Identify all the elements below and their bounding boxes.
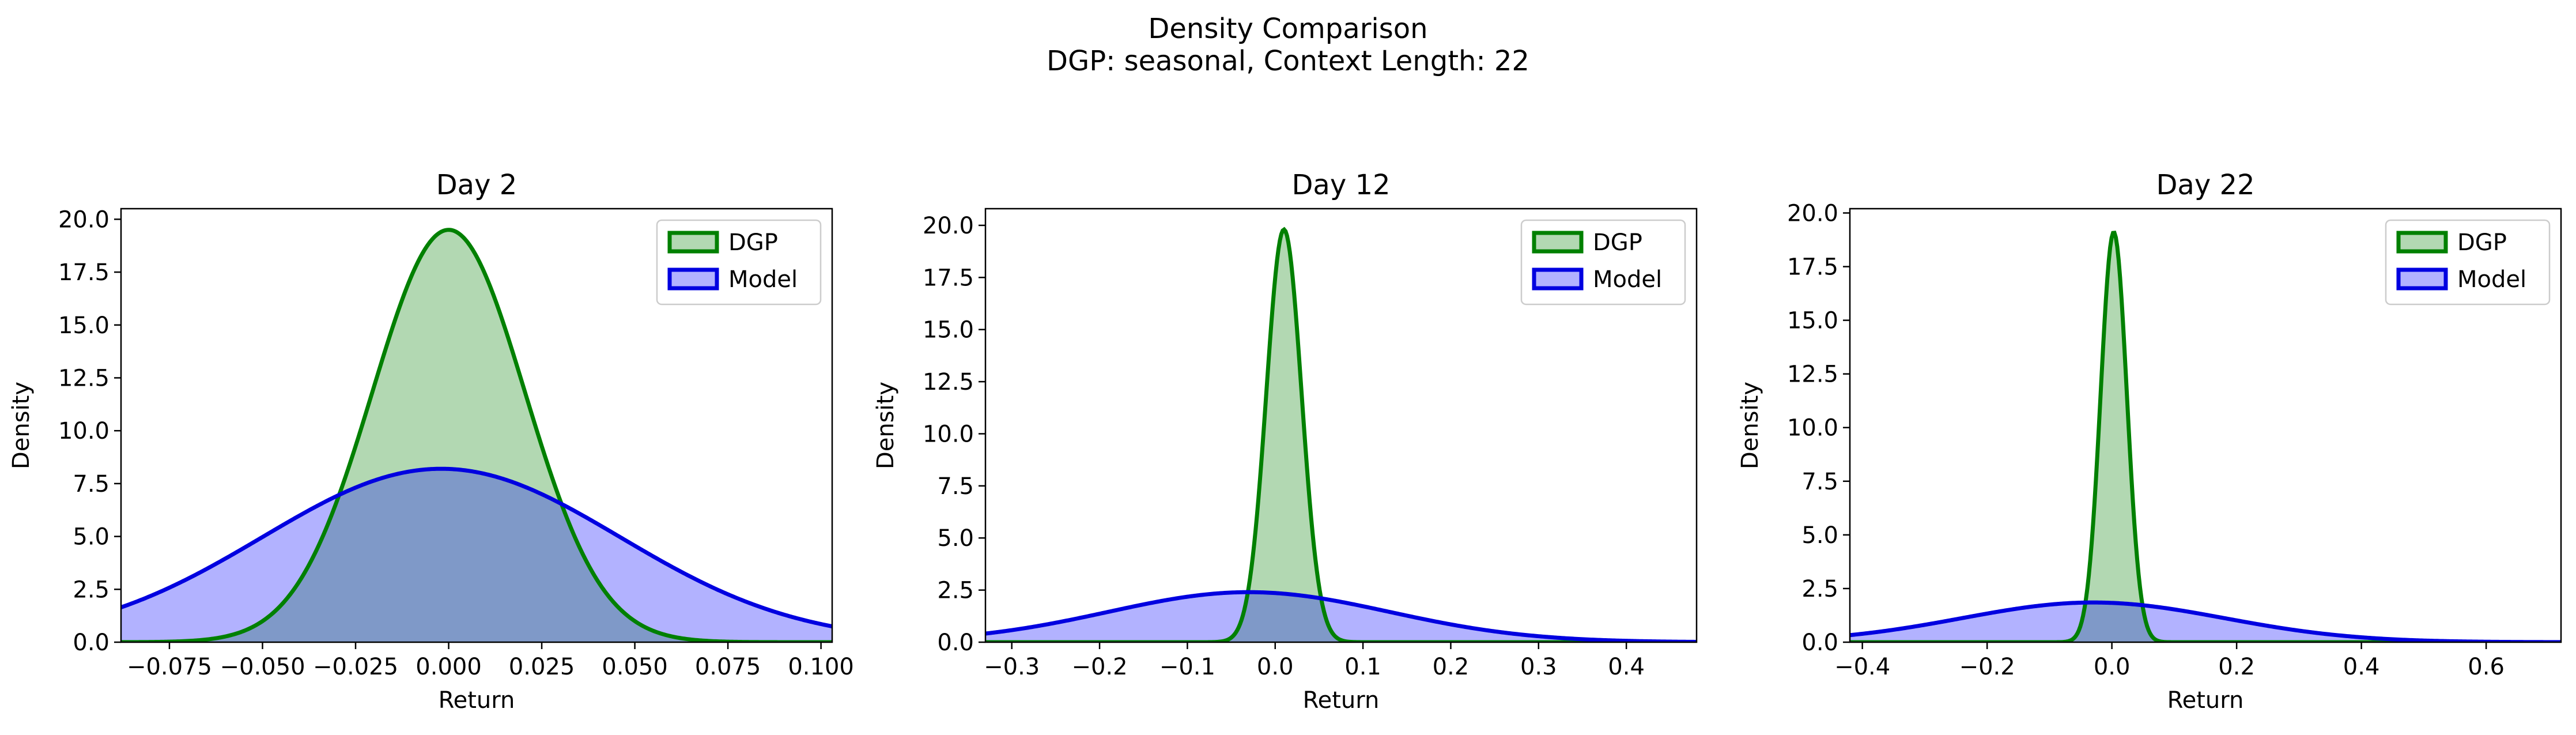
x-tick-label: 0.000 bbox=[416, 654, 482, 680]
y-tick-label: 7.5 bbox=[73, 471, 109, 497]
dgp-density-line bbox=[985, 227, 1697, 642]
y-tick-label: 5.0 bbox=[1801, 522, 1838, 549]
x-tick-label: −0.1 bbox=[1159, 654, 1215, 680]
legend-label: DGP bbox=[1593, 229, 1642, 256]
model-density-area bbox=[985, 592, 1697, 642]
x-tick-label: 0.075 bbox=[695, 654, 761, 680]
x-axis-label: Return bbox=[2167, 687, 2244, 714]
model-density-line bbox=[121, 466, 832, 628]
y-tick-label: 15.0 bbox=[923, 317, 974, 344]
legend-swatch bbox=[1532, 231, 1584, 254]
y-axis-label: Density bbox=[1737, 382, 1763, 469]
legend: DGP Model bbox=[2385, 219, 2551, 306]
y-tick-label: 15.0 bbox=[1787, 308, 1838, 334]
panel-title: Day 2 bbox=[436, 169, 518, 201]
y-tick-label: 2.5 bbox=[73, 576, 109, 603]
legend-label: DGP bbox=[2457, 229, 2507, 256]
axes-frame bbox=[120, 208, 833, 643]
y-tick-label: 0.0 bbox=[73, 630, 109, 656]
y-axis-label: Density bbox=[872, 382, 899, 469]
y-tick-label: 20.0 bbox=[923, 213, 974, 239]
legend: DGP Model bbox=[1520, 219, 1686, 306]
y-tick-label: 12.5 bbox=[1787, 361, 1838, 388]
x-tick-label: 0.0 bbox=[2094, 654, 2131, 680]
y-tick-label: 7.5 bbox=[937, 473, 974, 500]
model-density-line bbox=[985, 590, 1697, 642]
y-tick-label: 0.0 bbox=[937, 630, 974, 656]
x-tick-label: −0.4 bbox=[1834, 654, 1890, 680]
dgp-density-line bbox=[121, 228, 832, 642]
x-axis-label: Return bbox=[439, 687, 515, 714]
y-tick-label: 20.0 bbox=[58, 206, 109, 233]
panel-title: Day 22 bbox=[2156, 169, 2254, 201]
legend-label: DGP bbox=[728, 229, 778, 256]
chart-panel-3: −0.4 −0.2 0.0 0.2 0.4 0.6 0.0 2.5 5.0 7.5 10.0 12.5… bbox=[1737, 169, 2562, 714]
x-axis-label: Return bbox=[1303, 687, 1380, 714]
model-density-area bbox=[1850, 602, 2561, 642]
x-tick-label: −0.2 bbox=[1071, 654, 1127, 680]
y-tick-label: 12.5 bbox=[58, 365, 109, 391]
axes-frame bbox=[984, 208, 1698, 643]
x-tick-label: 0.3 bbox=[1520, 654, 1557, 680]
model-density-line bbox=[1850, 600, 2561, 642]
y-tick-label: 7.5 bbox=[1801, 469, 1838, 495]
y-tick-label: 15.0 bbox=[58, 312, 109, 339]
axes-frame bbox=[1849, 208, 2562, 643]
x-tick-label: 0.2 bbox=[1433, 654, 1470, 680]
chart-panel-1: −0.075 −0.050 −0.025 0.000 0.025 0.050 0.075 0.… bbox=[8, 169, 854, 714]
y-tick-label: 20.0 bbox=[1787, 200, 1838, 227]
y-tick-label: 5.0 bbox=[73, 524, 109, 551]
legend-swatch bbox=[2396, 231, 2448, 254]
x-tick-label: 0.050 bbox=[602, 654, 668, 680]
y-tick-label: 17.5 bbox=[1787, 254, 1838, 281]
x-tick-label: 0.100 bbox=[788, 654, 854, 680]
legend-label: Model bbox=[1593, 266, 1662, 293]
x-tick-label: −0.3 bbox=[984, 654, 1040, 680]
y-tick-label: 10.0 bbox=[58, 418, 109, 444]
legend: DGP Model bbox=[656, 219, 822, 306]
overlap-area bbox=[121, 469, 832, 642]
x-tick-label: 0.2 bbox=[2218, 654, 2255, 680]
y-tick-label: 10.0 bbox=[923, 421, 974, 447]
x-tick-label: 0.6 bbox=[2468, 654, 2505, 680]
y-tick-label: 2.5 bbox=[937, 578, 974, 604]
y-tick-label: 2.5 bbox=[1801, 576, 1838, 602]
y-tick-label: 5.0 bbox=[937, 525, 974, 552]
y-tick-label: 10.0 bbox=[1787, 415, 1838, 442]
chart-panel-2: −0.3 −0.2 −0.1 0.0 0.1 0.2 0.3 0.4 0.0 2.5 5.0 7.5 1… bbox=[872, 169, 1698, 714]
dgp-density-area bbox=[121, 229, 832, 642]
legend-swatch bbox=[667, 267, 719, 291]
legend-label: Model bbox=[2457, 266, 2526, 293]
figure-subtitle: DGP: seasonal, Context Length: 22 bbox=[1047, 45, 1529, 77]
x-tick-label: 0.4 bbox=[2343, 654, 2380, 680]
x-tick-label: 0.0 bbox=[1257, 654, 1294, 680]
y-tick-label: 12.5 bbox=[923, 369, 974, 395]
x-tick-label: −0.075 bbox=[127, 654, 212, 680]
x-tick-label: 0.025 bbox=[509, 654, 575, 680]
legend-label: Model bbox=[728, 266, 798, 293]
legend-swatch bbox=[2396, 267, 2448, 291]
x-tick-label: 0.4 bbox=[1608, 654, 1645, 680]
legend-swatch bbox=[667, 231, 719, 254]
legend-swatch bbox=[1532, 267, 1584, 291]
x-tick-label: 0.1 bbox=[1344, 654, 1381, 680]
x-tick-label: −0.025 bbox=[313, 654, 398, 680]
x-tick-label: −0.050 bbox=[220, 654, 305, 680]
x-tick-label: −0.2 bbox=[1959, 654, 2015, 680]
figure-title: Density Comparison bbox=[1148, 13, 1428, 45]
y-tick-label: 17.5 bbox=[923, 265, 974, 291]
y-axis-label: Density bbox=[8, 382, 35, 469]
y-tick-label: 0.0 bbox=[1801, 630, 1838, 656]
y-tick-label: 17.5 bbox=[58, 259, 109, 286]
panel-title: Day 12 bbox=[1291, 169, 1390, 201]
